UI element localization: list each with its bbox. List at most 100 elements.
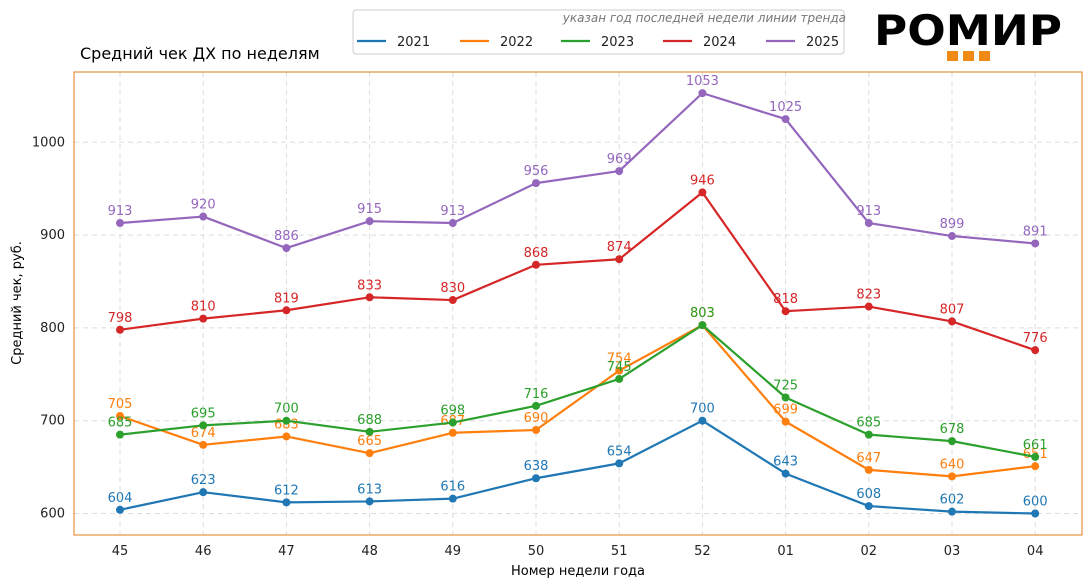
data-point [948, 507, 956, 516]
legend-label: 2025 [806, 35, 839, 50]
y-tick-label: 700 [40, 414, 65, 429]
data-label: 612 [274, 483, 299, 498]
series-line-2022 [119, 324, 1036, 478]
logo-square-3 [979, 51, 990, 61]
x-tick-label: 51 [611, 544, 628, 559]
data-point [698, 188, 707, 197]
data-point [365, 427, 374, 436]
data-label: 823 [856, 288, 881, 303]
data-label: 643 [773, 455, 798, 470]
data-point [948, 317, 956, 326]
data-point [948, 472, 956, 481]
data-label: 695 [191, 406, 216, 421]
data-label: 604 [108, 491, 133, 506]
x-tick-label: 50 [528, 544, 545, 559]
x-tick-label: 49 [445, 544, 462, 559]
logo-square-2 [963, 51, 974, 61]
data-label: 1025 [769, 100, 802, 115]
data-label: 685 [856, 416, 881, 431]
legend-label: 2021 [397, 35, 430, 50]
data-label: 616 [440, 480, 465, 495]
data-label: 623 [191, 473, 216, 488]
data-point [781, 417, 790, 426]
legend-box [352, 9, 845, 55]
data-point [864, 302, 873, 311]
data-point [199, 421, 208, 430]
data-point [864, 502, 873, 511]
x-tick-label: 45 [112, 544, 129, 559]
series-line-2025 [119, 92, 1036, 250]
data-label: 700 [690, 402, 715, 417]
data-point [781, 115, 790, 124]
data-point [615, 459, 624, 468]
data-label: 1053 [686, 74, 719, 89]
x-tick-label: 52 [694, 544, 711, 559]
y-tick-label: 900 [40, 228, 65, 243]
data-point [199, 212, 208, 221]
data-point [116, 219, 124, 228]
data-label: 956 [524, 164, 549, 179]
data-label: 798 [108, 311, 133, 326]
data-label: 886 [274, 229, 299, 244]
data-label: 600 [1023, 495, 1048, 510]
data-point [864, 465, 873, 474]
x-tick-label: 02 [861, 544, 878, 559]
data-point [365, 293, 374, 302]
data-label: 690 [524, 411, 549, 426]
data-label: 803 [690, 306, 715, 321]
data-label: 874 [607, 240, 632, 255]
romir-logo: РОМИР [874, 6, 1062, 61]
data-point [864, 219, 873, 228]
data-label: 969 [607, 152, 632, 167]
data-label: 745 [607, 360, 632, 375]
data-point [615, 255, 624, 264]
data-point [282, 306, 291, 315]
data-label: 716 [524, 387, 549, 402]
legend-items: 2021 2022 2023 2024 2025 [357, 35, 839, 50]
data-label: 699 [773, 403, 798, 418]
series-2021: 604 623 612 613 616 638 654 700 643 608 602 600 [108, 402, 1048, 518]
data-point [532, 401, 540, 410]
data-label: 899 [940, 217, 965, 232]
data-label: 700 [274, 402, 299, 417]
data-label: 891 [1023, 224, 1048, 239]
data-label: 946 [690, 173, 715, 188]
data-point [1031, 509, 1040, 518]
legend: указан год последней недели линии тренда… [352, 9, 846, 55]
data-label: 833 [357, 278, 382, 293]
data-point [1031, 239, 1040, 248]
data-label: 830 [440, 281, 465, 296]
data-label: 705 [108, 397, 133, 412]
data-point [948, 437, 956, 446]
data-point [282, 498, 291, 507]
chart-title: Средний чек ДХ по неделям [80, 44, 320, 63]
data-point [698, 89, 707, 98]
data-label: 647 [856, 451, 881, 466]
data-label: 818 [773, 292, 798, 307]
data-label: 602 [940, 493, 965, 508]
data-point [698, 321, 707, 330]
data-point [615, 366, 624, 375]
data-point [532, 425, 540, 434]
data-point [116, 325, 124, 334]
data-point [116, 430, 124, 439]
data-point [365, 497, 374, 506]
data-label: 819 [274, 291, 299, 306]
data-point [365, 217, 374, 226]
axis-layer: 600 700 800 900 1000 45 46 47 48 49 50 51 52 01 02 03 04 [32, 135, 1044, 559]
legend-label: 2023 [601, 35, 634, 50]
data-label: 868 [524, 246, 549, 261]
data-point [448, 219, 457, 228]
legend-label: 2022 [500, 35, 533, 50]
data-label: 661 [1023, 438, 1048, 453]
y-tick-label: 800 [40, 321, 65, 336]
data-point [282, 432, 291, 441]
data-point [448, 494, 457, 503]
data-label: 920 [191, 198, 216, 213]
data-label: 685 [108, 416, 133, 431]
data-point [532, 260, 540, 269]
data-point [199, 314, 208, 323]
data-point [948, 232, 956, 241]
logo-square-1 [947, 51, 958, 61]
data-label: 688 [357, 413, 382, 428]
